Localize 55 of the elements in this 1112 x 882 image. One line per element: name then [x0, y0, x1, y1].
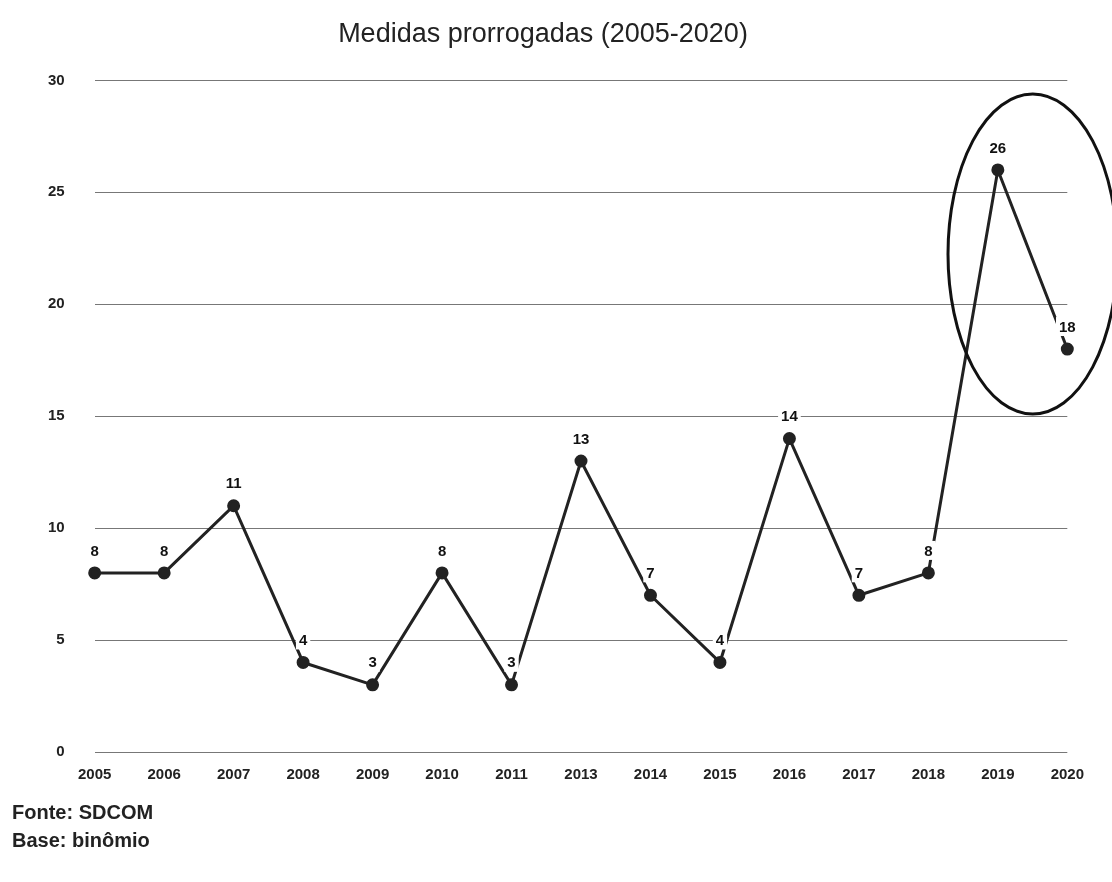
data-label: 13 — [572, 429, 590, 447]
data-label: 8 — [159, 541, 169, 559]
text: Base: binômio — [12, 828, 151, 853]
data-label: 4 — [298, 631, 308, 649]
point — [88, 566, 102, 580]
x-tick-label: 2017 — [842, 765, 876, 783]
data-label: 14 — [781, 407, 799, 425]
x-tick-label: 2015 — [703, 765, 737, 783]
point — [157, 566, 171, 580]
point — [366, 678, 380, 692]
point — [782, 432, 796, 446]
point — [296, 655, 310, 669]
data-label: 18 — [1058, 317, 1076, 335]
point — [921, 566, 935, 580]
point — [991, 163, 1005, 177]
point — [574, 454, 588, 468]
data-label: 8 — [924, 541, 933, 559]
x-tick-label: 2020 — [1050, 765, 1084, 783]
data-label: 3 — [368, 653, 377, 671]
point — [505, 678, 519, 692]
x-tick-label: 2007 — [216, 765, 251, 783]
point — [643, 588, 657, 602]
x-tick-label: 2019 — [981, 765, 1015, 783]
point — [227, 499, 241, 513]
source-note: Fonte: SDCOM — [12, 800, 155, 825]
data-label: 11 — [225, 474, 242, 492]
data-label: 4 — [715, 631, 725, 649]
data-label: 8 — [437, 541, 447, 559]
y-tick-label: 5 — [56, 630, 65, 648]
x-tick-label: 2016 — [772, 765, 807, 783]
x-tick-label: 2005 — [78, 765, 112, 783]
x-tick-label: 2018 — [911, 765, 946, 783]
x-tick-label: 2009 — [355, 765, 390, 783]
data-label: 7 — [854, 563, 864, 581]
y-tick-label: 20 — [48, 294, 65, 312]
y-tick-label: 25 — [48, 182, 65, 200]
x-tick-label: 2006 — [147, 765, 181, 783]
y-tick-label: 0 — [56, 742, 65, 760]
data-label: 3 — [507, 653, 516, 671]
data-label: 26 — [989, 138, 1007, 156]
y-tick-label: 10 — [48, 518, 65, 536]
x-tick-label: 2011 — [495, 765, 528, 783]
x-tick-label: 2014 — [633, 765, 668, 783]
chart-title: Medidas prorrogadas (2005-2020) — [338, 17, 748, 48]
y-tick-label: 15 — [48, 406, 65, 424]
x-tick-label: 2010 — [425, 765, 459, 783]
x-tick-label: 2008 — [286, 765, 320, 783]
point — [852, 588, 866, 602]
y-tick-label: 30 — [48, 70, 65, 88]
point — [1060, 342, 1074, 356]
point — [713, 655, 727, 669]
data-label: 7 — [646, 563, 655, 581]
x-tick-label: 2013 — [564, 765, 598, 783]
point — [435, 566, 449, 580]
data-label: 8 — [90, 541, 99, 559]
